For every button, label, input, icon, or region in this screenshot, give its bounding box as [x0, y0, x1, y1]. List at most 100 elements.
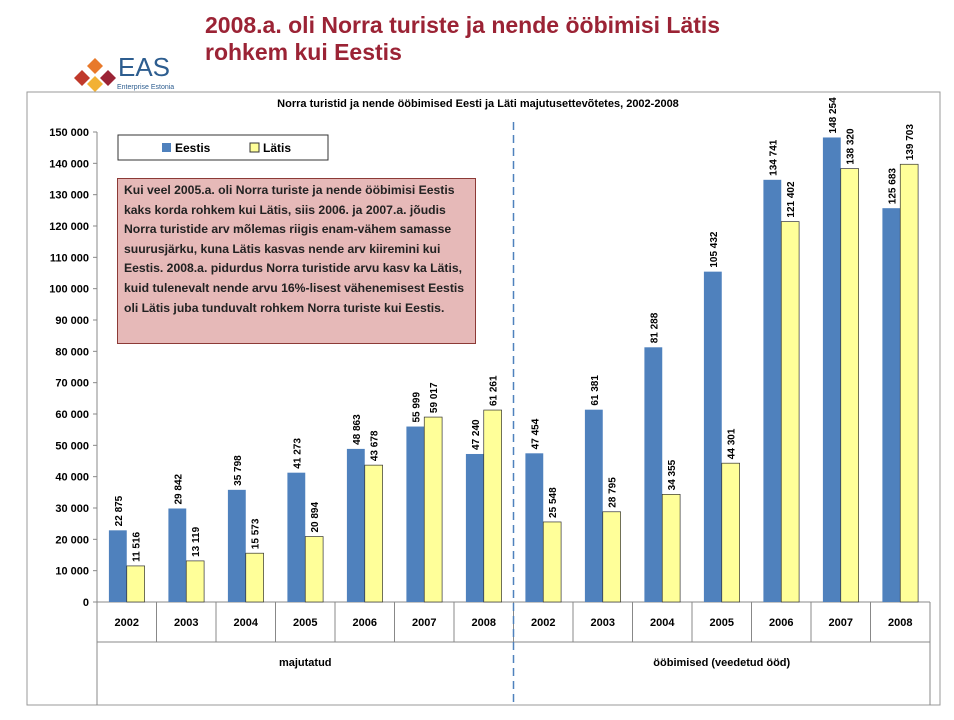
bar — [704, 272, 722, 602]
value-label: 35 798 — [233, 455, 244, 486]
legend-label: Eestis — [175, 141, 211, 155]
bar — [781, 222, 799, 602]
value-label: 44 301 — [727, 428, 738, 459]
legend-swatch — [162, 143, 171, 152]
y-tick-label: 70 000 — [55, 378, 89, 390]
value-label: 47 240 — [471, 419, 482, 450]
y-tick-label: 30 000 — [55, 503, 89, 515]
value-label: 81 288 — [649, 312, 660, 343]
value-label: 41 273 — [292, 438, 303, 469]
bar — [484, 410, 502, 602]
value-label: 55 999 — [411, 392, 422, 423]
x-tick-label: 2003 — [591, 617, 615, 629]
bar — [246, 553, 264, 602]
bar — [168, 508, 186, 602]
y-tick-label: 120 000 — [49, 221, 89, 233]
x-tick-label: 2003 — [174, 617, 198, 629]
x-tick-label: 2008 — [472, 617, 496, 629]
bar — [228, 490, 246, 602]
value-label: 11 516 — [132, 531, 143, 561]
x-tick-label: 2005 — [293, 617, 317, 629]
y-tick-label: 40 000 — [55, 472, 89, 484]
y-tick-label: 100 000 — [49, 284, 89, 296]
bar — [347, 449, 365, 602]
value-label: 59 017 — [429, 382, 440, 413]
chart-title: Norra turistid ja nende ööbimised Eesti … — [277, 98, 679, 110]
legend-box — [118, 135, 328, 160]
y-tick-label: 130 000 — [49, 190, 89, 202]
bar — [763, 180, 781, 602]
value-label: 121 402 — [786, 181, 797, 218]
bar — [882, 208, 900, 602]
value-label: 28 795 — [608, 477, 619, 508]
legend-label: Lätis — [263, 141, 291, 155]
value-label: 43 678 — [370, 430, 381, 461]
slide: 2008.a. oli Norra turiste ja nende ööbim… — [0, 0, 954, 720]
value-label: 105 432 — [709, 231, 720, 268]
value-label: 61 381 — [590, 375, 601, 406]
y-tick-label: 60 000 — [55, 409, 89, 421]
x-tick-label: 2004 — [650, 617, 675, 629]
value-label: 134 741 — [768, 139, 779, 176]
bar — [525, 453, 543, 602]
group-label: ööbimised (veedetud ööd) — [653, 657, 790, 669]
legend-swatch — [250, 143, 259, 152]
x-tick-label: 2006 — [769, 617, 793, 629]
bar — [109, 530, 127, 602]
value-label: 15 573 — [251, 518, 262, 549]
x-tick-label: 2005 — [710, 617, 734, 629]
bar — [127, 566, 145, 602]
y-tick-label: 0 — [83, 597, 89, 609]
x-tick-label: 2002 — [115, 617, 139, 629]
x-tick-label: 2008 — [888, 617, 912, 629]
bar — [644, 347, 662, 602]
bar — [722, 463, 740, 602]
logo-icon — [74, 58, 116, 92]
bar — [186, 561, 204, 602]
group-label: majutatud — [279, 657, 332, 669]
bar — [406, 427, 424, 602]
value-label: 61 261 — [489, 375, 500, 406]
chart: EAS Enterprise Estonia Norra turistid ja… — [0, 0, 954, 720]
bar — [603, 512, 621, 602]
bar — [841, 169, 859, 602]
value-label: 29 842 — [173, 473, 184, 504]
bar — [424, 417, 442, 602]
y-tick-label: 140 000 — [49, 158, 89, 170]
x-tick-label: 2002 — [531, 617, 555, 629]
x-tick-label: 2007 — [829, 617, 853, 629]
x-tick-label: 2004 — [234, 617, 259, 629]
bar — [543, 522, 561, 602]
logo-name: EAS — [118, 52, 170, 82]
bar — [900, 164, 918, 602]
y-tick-label: 90 000 — [55, 315, 89, 327]
logo-subtitle: Enterprise Estonia — [117, 84, 174, 91]
y-tick-label: 110 000 — [50, 252, 89, 264]
x-tick-label: 2006 — [353, 617, 377, 629]
value-label: 125 683 — [887, 168, 898, 205]
value-label: 22 875 — [114, 495, 125, 526]
bar — [662, 494, 680, 602]
bar — [823, 137, 841, 602]
bar — [585, 410, 603, 602]
y-tick-label: 10 000 — [55, 566, 89, 578]
y-tick-label: 80 000 — [55, 346, 89, 358]
value-label: 138 320 — [846, 128, 857, 165]
value-label: 25 548 — [548, 487, 559, 518]
annotation: Kui veel 2005.a. oli Norra turiste ja ne… — [117, 178, 476, 344]
y-tick-label: 50 000 — [55, 440, 89, 452]
value-label: 13 119 — [191, 526, 202, 556]
y-tick-label: 150 000 — [49, 127, 89, 139]
y-tick-label: 20 000 — [55, 534, 89, 546]
x-tick-label: 2007 — [412, 617, 436, 629]
bar — [287, 473, 305, 602]
value-label: 148 254 — [828, 97, 839, 134]
bar — [365, 465, 383, 602]
value-label: 48 863 — [352, 414, 363, 445]
value-label: 34 355 — [667, 459, 678, 490]
value-label: 47 454 — [530, 418, 541, 449]
bar — [466, 454, 484, 602]
bar — [305, 537, 323, 602]
value-label: 20 894 — [310, 502, 321, 533]
value-label: 139 703 — [905, 124, 916, 161]
